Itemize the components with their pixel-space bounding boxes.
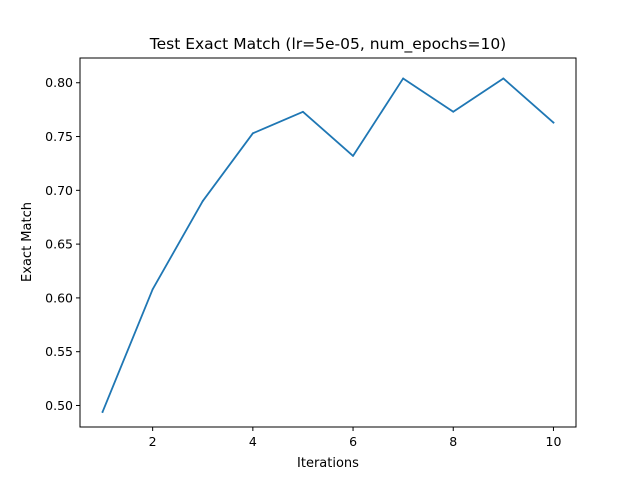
y-axis-label: Exact Match [20, 202, 35, 282]
x-tick-label: 8 [449, 434, 457, 449]
data-point [502, 77, 505, 80]
x-tick-label: 10 [546, 434, 562, 449]
x-tick-label: 2 [149, 434, 157, 449]
y-tick-label: 0.50 [45, 398, 73, 413]
data-point [402, 77, 405, 80]
y-tick-label: 0.80 [45, 75, 73, 90]
plot-area [101, 77, 555, 414]
y-tick-label: 0.60 [45, 290, 73, 305]
chart-title: Test Exact Match (lr=5e-05, num_epochs=1… [149, 35, 506, 54]
data-point [302, 110, 304, 113]
data-point [251, 132, 254, 135]
data-point [452, 110, 455, 113]
y-tick-label: 0.75 [45, 129, 73, 144]
y-tick-label: 0.65 [45, 237, 73, 252]
data-point [201, 200, 204, 202]
data-point [352, 154, 354, 157]
x-tick-label: 4 [249, 434, 257, 449]
x-axis-label: Iterations [297, 456, 359, 471]
y-tick-label: 0.55 [45, 344, 73, 359]
data-point [552, 121, 555, 124]
series-line [101, 77, 555, 414]
x-tick-label: 6 [349, 434, 357, 449]
data-point [101, 411, 104, 413]
data-point [151, 288, 154, 291]
plot-frame [79, 57, 577, 428]
y-tick-label: 0.70 [45, 183, 73, 198]
